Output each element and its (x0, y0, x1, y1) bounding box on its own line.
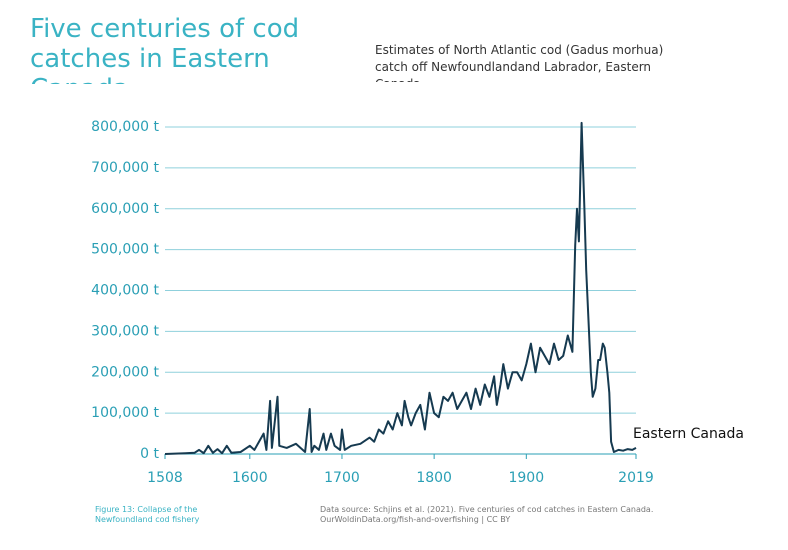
series-line (164, 121, 637, 455)
source-box: Data source: Schjins et al. (2021). Five… (320, 505, 654, 524)
x-tick-label: 1508 (147, 470, 183, 486)
y-tick-label: 200,000 t (91, 364, 159, 380)
x-tick-label: 1800 (416, 470, 452, 486)
y-tick-label: 300,000 t (91, 323, 159, 339)
y-tick-label: 600,000 t (91, 201, 159, 217)
x-tick-label: 2019 (618, 470, 654, 486)
subtitle: Estimates of North Atlantic cod (Gadus m… (375, 43, 664, 82)
series-label: Eastern Canada (633, 426, 744, 442)
y-tick-label: 400,000 t (91, 283, 159, 299)
caption-box: Figure 13: Collapse of the Newfoundland … (95, 505, 200, 524)
title-box: Five centuries of cod catches in Eastern… (30, 14, 300, 84)
y-tick-label: 700,000 t (91, 160, 159, 176)
x-tick-label: 1900 (508, 470, 544, 486)
y-tick-label: 0 t (140, 446, 159, 462)
x-tick-label: 1700 (324, 470, 360, 486)
y-tick-label: 500,000 t (91, 242, 159, 258)
subtitle-box: Estimates of North Atlantic cod (Gadus m… (375, 43, 664, 82)
caption: Figure 13: Collapse of the Newfoundland … (95, 505, 200, 524)
source: Data source: Schjins et al. (2021). Five… (320, 505, 654, 524)
chart-title: Five centuries of cod catches in Eastern… (30, 14, 300, 84)
y-tick-label: 800,000 t (91, 119, 159, 135)
x-tick-label: 1600 (232, 470, 268, 486)
y-tick-label: 100,000 t (91, 405, 159, 421)
